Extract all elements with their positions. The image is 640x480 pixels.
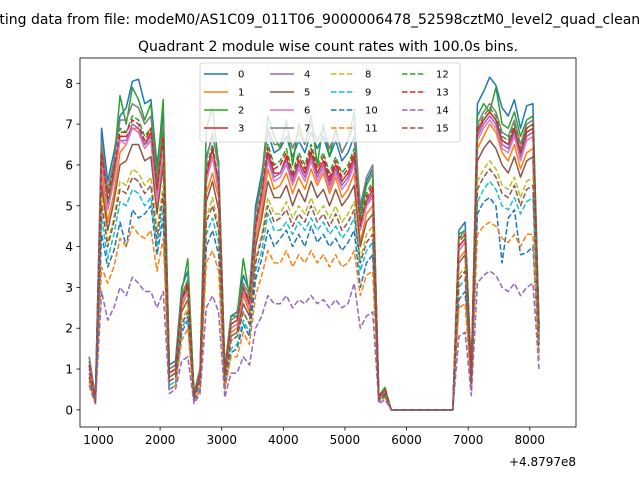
legend-label-3: 3: [238, 124, 244, 135]
legend-label-4: 4: [304, 70, 310, 81]
series-line-14: [88, 270, 540, 411]
plot-area: 1000 2000 3000 4000 5000 6000 7000 800001234567…: [65, 57, 577, 447]
x-tick-label: 4000: [268, 433, 299, 447]
series-line-11: [88, 221, 540, 411]
y-tick-label: 3: [65, 281, 73, 295]
y-tick-label: 0: [65, 403, 73, 417]
y-tick-label: 7: [65, 118, 73, 132]
chart-suptitle: Plotting data from file: modeM0/AS1C09_0…: [0, 12, 640, 28]
y-tick-label: 1: [65, 363, 73, 377]
legend-label-15: 15: [436, 124, 449, 135]
x-offset-label: +4.8797e8: [509, 455, 576, 469]
legend-label-13: 13: [436, 88, 449, 99]
legend-label-14: 14: [436, 106, 449, 117]
x-tick-label: 1000: [83, 433, 114, 447]
y-tick-label: 4: [65, 240, 73, 254]
x-tick-label: 6000: [391, 433, 422, 447]
legend-label-6: 6: [304, 106, 310, 117]
series-line-13: [88, 111, 540, 411]
y-tick-label: 5: [65, 199, 73, 213]
y-tick-label: 2: [65, 322, 73, 336]
series-line-15: [88, 168, 540, 411]
legend-label-12: 12: [436, 70, 449, 81]
series-line-9: [88, 180, 540, 411]
x-tick-label: 5000: [330, 433, 361, 447]
legend-label-7: 7: [304, 124, 310, 135]
legend-label-1: 1: [238, 88, 244, 99]
y-tick-label: 6: [65, 158, 73, 172]
series-group: [88, 76, 540, 411]
legend-label-10: 10: [365, 106, 378, 117]
chart-title: Quadrant 2 module wise count rates with …: [138, 39, 518, 55]
legend-label-9: 9: [365, 88, 371, 99]
x-tick-label: 3000: [206, 433, 237, 447]
legend-box: [199, 62, 461, 143]
legend-label-0: 0: [238, 70, 244, 81]
legend-label-8: 8: [365, 70, 371, 81]
x-tick-label: 7000: [453, 433, 484, 447]
legend-label-11: 11: [365, 124, 378, 135]
x-tick-label: 8000: [515, 433, 546, 447]
legend-label-5: 5: [304, 88, 310, 99]
axes-frame: [79, 57, 577, 428]
x-tick-label: 2000: [145, 433, 176, 447]
y-tick-label: 8: [65, 77, 73, 91]
legend-label-2: 2: [238, 106, 244, 117]
